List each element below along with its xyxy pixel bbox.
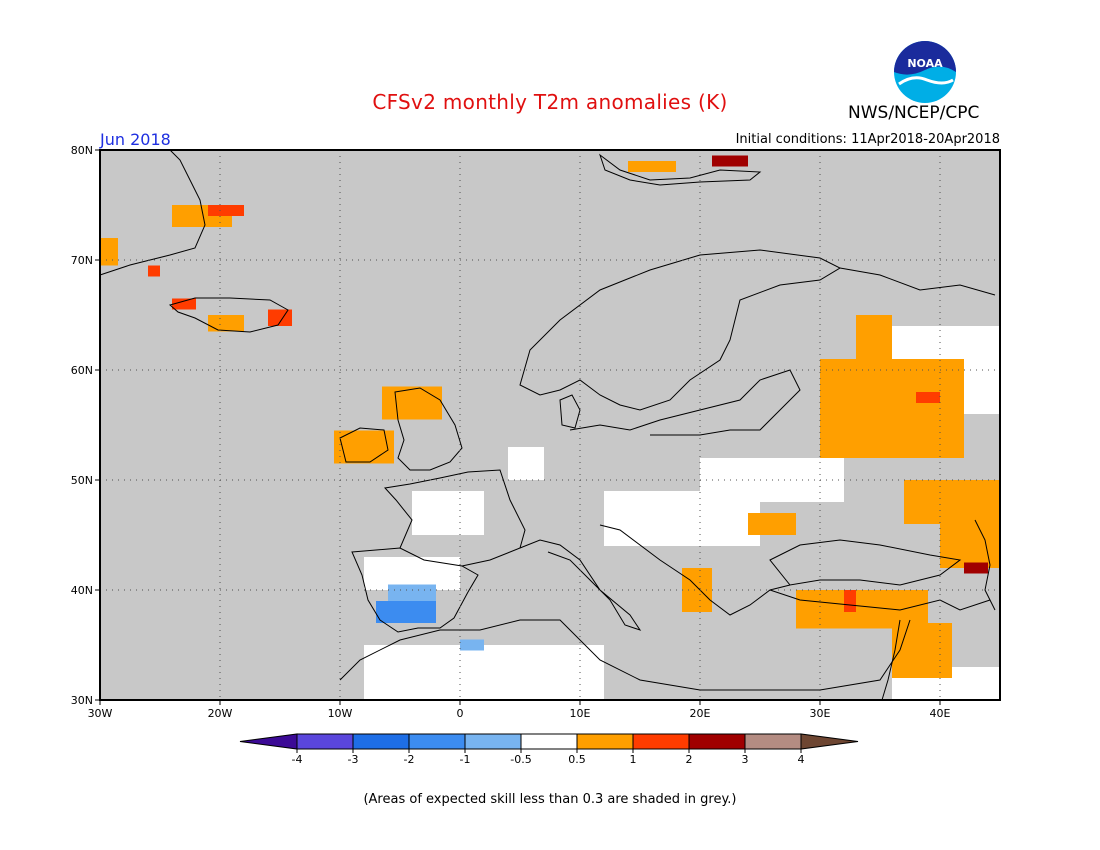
anomaly-region <box>208 205 244 216</box>
anomaly-region <box>844 590 856 612</box>
anomaly-region <box>796 590 928 629</box>
svalbard-coast <box>599 153 762 186</box>
anomaly-region <box>100 238 118 266</box>
lon-tick-label: 10W <box>328 707 353 720</box>
lon-tick-label: 0 <box>457 707 464 720</box>
anomaly-region <box>628 161 676 172</box>
map-frame <box>99 149 1001 701</box>
colorbar-box <box>576 733 634 750</box>
colorbar-box <box>408 733 466 750</box>
forecast-period: Jun 2018 <box>100 130 171 149</box>
lat-tick-label: 50N <box>71 474 93 487</box>
italy-coast <box>519 539 642 631</box>
colorbar-box <box>632 733 690 750</box>
anomaly-region <box>892 623 952 678</box>
colorbar-label: 4 <box>798 753 805 766</box>
anomaly-region <box>460 639 484 651</box>
coastlines <box>99 149 996 701</box>
lat-tick-label: 30N <box>71 694 93 707</box>
colorbar-box <box>352 733 410 750</box>
black-sea <box>769 539 962 586</box>
neutral-region <box>508 447 544 480</box>
anomaly-region <box>964 562 988 574</box>
colorbar-box <box>520 733 578 750</box>
colorbar-label: 2 <box>686 753 693 766</box>
greenland-coast <box>99 149 206 276</box>
graticule <box>100 150 1000 700</box>
kola-coast <box>839 267 996 296</box>
colorbar-label: -3 <box>348 753 359 766</box>
agency-label: NWS/NCEP/CPC <box>848 103 980 123</box>
anomaly-region <box>748 513 796 535</box>
denmark-coast <box>559 394 581 429</box>
colorbar-label: -0.5 <box>510 753 531 766</box>
caspian-coast <box>974 519 996 611</box>
colorbar-box <box>296 733 354 750</box>
colorbar-label: 0.5 <box>568 753 586 766</box>
anomaly-region <box>856 315 892 359</box>
lon-tick-label: 10E <box>570 707 591 720</box>
anomaly-region <box>172 298 196 310</box>
north-africa-coast <box>339 619 911 691</box>
colorbar-label: -1 <box>460 753 471 766</box>
lon-tick-label: 30W <box>88 707 113 720</box>
initial-conditions: Initial conditions: 11Apr2018-20Apr2018 <box>735 132 1000 147</box>
colorbar-label: 1 <box>630 753 637 766</box>
colorbar-box <box>688 733 746 750</box>
turkey-coast <box>769 589 991 611</box>
balkans-coast <box>599 524 791 616</box>
neutral-region <box>364 645 604 700</box>
colorbar-box <box>464 733 522 750</box>
scandinavia-coast <box>519 249 842 411</box>
anomaly-region <box>148 265 160 277</box>
levant-coast <box>881 619 901 701</box>
colorbar-left-arrow <box>239 733 298 750</box>
lat-tick-label: 80N <box>71 144 93 157</box>
lon-tick-label: 20E <box>690 707 711 720</box>
colorbar-label: -4 <box>292 753 303 766</box>
lat-tick-label: 40N <box>71 584 93 597</box>
iceland-coast <box>168 297 289 333</box>
colorbar-label: -2 <box>404 753 415 766</box>
colorbar-right-arrow <box>800 733 859 750</box>
lat-tick-label: 70N <box>71 254 93 267</box>
iberia-coast <box>351 547 479 633</box>
logo-text: NOAA <box>907 57 943 70</box>
anomaly-region <box>712 155 748 167</box>
longitude-labels: 30W 20W 10W 0 10E 20E 30E 40E <box>88 700 951 720</box>
anomaly-region <box>916 392 940 403</box>
baltic-coast <box>569 369 801 436</box>
neutral-region <box>412 491 484 535</box>
anomaly-region <box>388 584 436 601</box>
latitude-labels: 80N 70N 60N 50N 40N 30N <box>71 144 100 707</box>
lat-tick-label: 60N <box>71 364 93 377</box>
anomaly-region <box>376 601 436 623</box>
ireland-coast <box>339 427 389 463</box>
noaa-logo: NOAA <box>894 41 956 103</box>
britain-coast <box>394 387 463 471</box>
anomaly-region <box>382 386 442 420</box>
colorbar-label: 3 <box>742 753 749 766</box>
colorbar-box <box>744 733 802 750</box>
lon-tick-label: 40E <box>930 707 951 720</box>
lon-tick-label: 20W <box>208 707 233 720</box>
footnote: (Areas of expected skill less than 0.3 a… <box>363 792 737 807</box>
lon-tick-label: 30E <box>810 707 831 720</box>
map-title: CFSv2 monthly T2m anomalies (K) <box>372 90 728 114</box>
anomaly-region <box>208 315 244 332</box>
